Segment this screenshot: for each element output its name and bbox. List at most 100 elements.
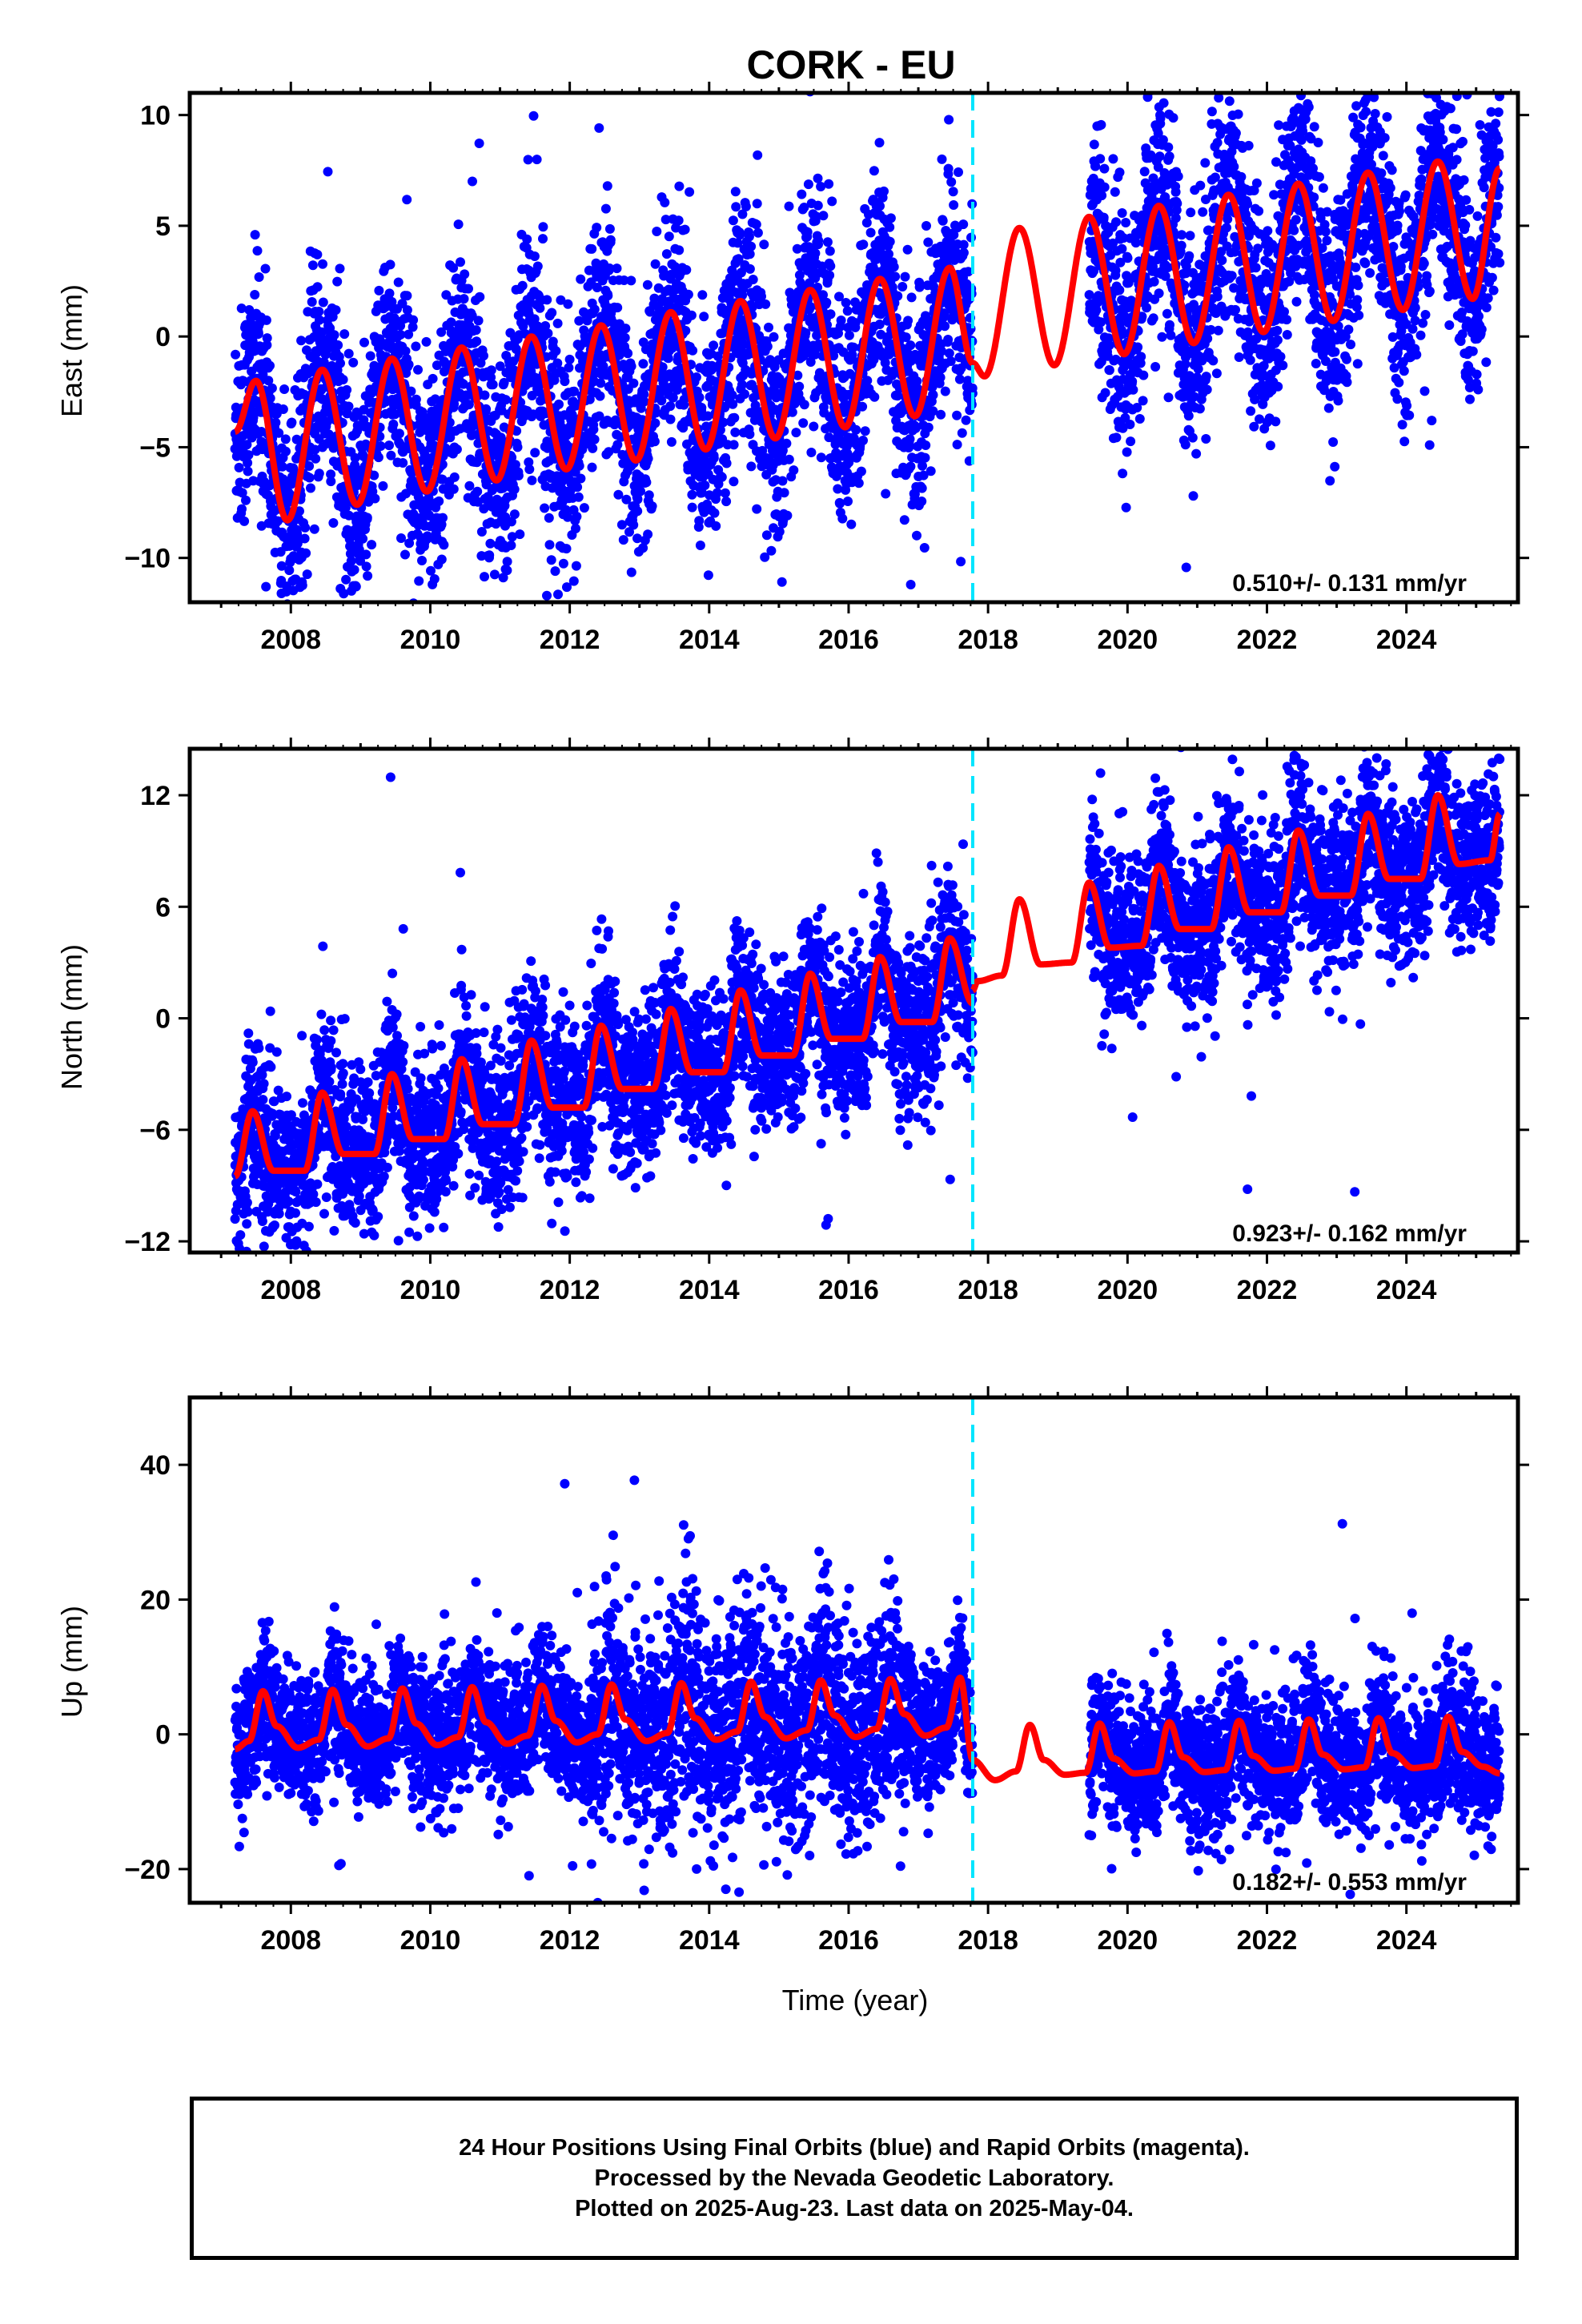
- east-observation-point: [459, 294, 469, 304]
- east-observation-point: [721, 458, 732, 468]
- east-observation-point: [527, 475, 537, 485]
- east-observation-point: [729, 440, 739, 450]
- east-observation-point: [237, 488, 247, 498]
- east-observation-point: [562, 582, 572, 593]
- east-observation-point: [452, 444, 462, 455]
- east-observation-point: [241, 495, 251, 505]
- east-plot-area: [230, 60, 1505, 706]
- east-observation-point: [421, 336, 432, 347]
- east-observation-point: [365, 616, 375, 625]
- east-observation-point: [300, 522, 311, 533]
- east-observation-point: [825, 270, 835, 280]
- east-observation-point: [647, 656, 656, 665]
- east-observation-point: [261, 581, 271, 592]
- east-observation-point: [299, 533, 310, 544]
- east-observation-point: [393, 349, 404, 360]
- east-observation-point: [1139, 167, 1150, 177]
- east-observation-point: [429, 574, 440, 584]
- east-observation-point: [685, 187, 695, 197]
- east-observation-point: [1217, 255, 1227, 265]
- east-observation-point: [279, 60, 289, 70]
- east-observation-point: [1157, 332, 1167, 342]
- east-observation-point: [686, 310, 697, 320]
- east-observation-point: [691, 372, 701, 382]
- east-observation-point: [777, 476, 788, 486]
- east-observation-point: [275, 697, 284, 706]
- east-observation-point: [398, 458, 408, 468]
- east-observation-point: [688, 345, 698, 356]
- east-observation-point: [1293, 81, 1303, 90]
- east-observation-point: [858, 239, 869, 250]
- east-observation-point: [1183, 411, 1194, 421]
- east-observation-point: [546, 555, 556, 565]
- east-observation-point: [1263, 226, 1273, 236]
- east-observation-point: [507, 532, 517, 542]
- east-observation-point: [602, 181, 612, 191]
- east-observation-point: [885, 222, 895, 232]
- east-observation-point: [665, 401, 676, 412]
- east-observation-point: [464, 283, 473, 294]
- east-observation-point: [1291, 215, 1301, 225]
- east-observation-point: [948, 187, 958, 197]
- east-observation-point: [881, 489, 891, 499]
- east-observation-point: [351, 581, 361, 592]
- east-observation-point: [1128, 384, 1138, 395]
- east-observation-point: [620, 332, 630, 343]
- east-observation-point: [261, 315, 271, 325]
- east-observation-point: [825, 246, 835, 256]
- east-observation-point: [568, 576, 579, 586]
- east-observation-point: [472, 486, 483, 497]
- east-observation-point: [481, 404, 492, 414]
- east-observation-point: [1166, 330, 1176, 340]
- east-observation-point: [318, 297, 328, 308]
- east-observation-point: [271, 417, 281, 428]
- east-observation-point: [779, 488, 789, 498]
- east-observation-point: [717, 472, 727, 482]
- east-observation-point: [571, 561, 581, 571]
- east-observation-point: [884, 249, 893, 259]
- east-observation-point: [903, 316, 913, 326]
- east-observation-point: [813, 173, 823, 183]
- east-observation-point: [404, 360, 414, 370]
- east-observation-point: [413, 364, 423, 375]
- east-observation-point: [687, 489, 697, 500]
- east-observation-point: [323, 167, 333, 177]
- east-observation-point: [1142, 303, 1152, 313]
- east-observation-point: [605, 235, 616, 245]
- east-observation-point: [335, 358, 345, 368]
- east-observation-point: [288, 605, 298, 615]
- east-observation-point: [1172, 199, 1182, 209]
- east-observation-point: [1212, 292, 1223, 302]
- east-panel: 2008 2010 2012 2014 2016 2018 2020 2022 2024−10−…: [55, 60, 1529, 706]
- east-observation-point: [827, 196, 837, 207]
- east-observation-point: [339, 589, 349, 599]
- east-observation-point: [304, 461, 315, 471]
- east-observation-point: [480, 390, 490, 400]
- east-observation-point: [860, 426, 870, 436]
- east-observation-point: [632, 506, 643, 517]
- east-observation-point: [564, 363, 574, 373]
- east-observation-point: [287, 417, 297, 428]
- east-observation-point: [644, 490, 654, 501]
- east-observation-point: [865, 227, 876, 238]
- east-observation-point: [1154, 151, 1165, 162]
- east-observation-point: [312, 282, 323, 292]
- east-observation-point: [604, 223, 615, 234]
- east-observation-point: [697, 290, 708, 300]
- east-observation-point: [1164, 151, 1174, 162]
- east-observation-point: [626, 567, 636, 577]
- east-observation-point: [560, 376, 570, 387]
- east-observation-point: [762, 341, 773, 352]
- east-observation-point: [1111, 432, 1122, 443]
- east-observation-point: [700, 480, 710, 490]
- east-observation-point: [529, 314, 540, 324]
- east-observation-point: [310, 444, 320, 455]
- east-observation-point: [781, 438, 792, 448]
- east-observation-point: [265, 360, 275, 371]
- east-observation-point: [618, 535, 628, 545]
- east-observation-point: [746, 461, 757, 472]
- east-observation-point: [341, 574, 351, 585]
- east-observation-point: [745, 429, 755, 440]
- east-observation-point: [914, 282, 925, 292]
- east-observation-point: [1282, 330, 1292, 340]
